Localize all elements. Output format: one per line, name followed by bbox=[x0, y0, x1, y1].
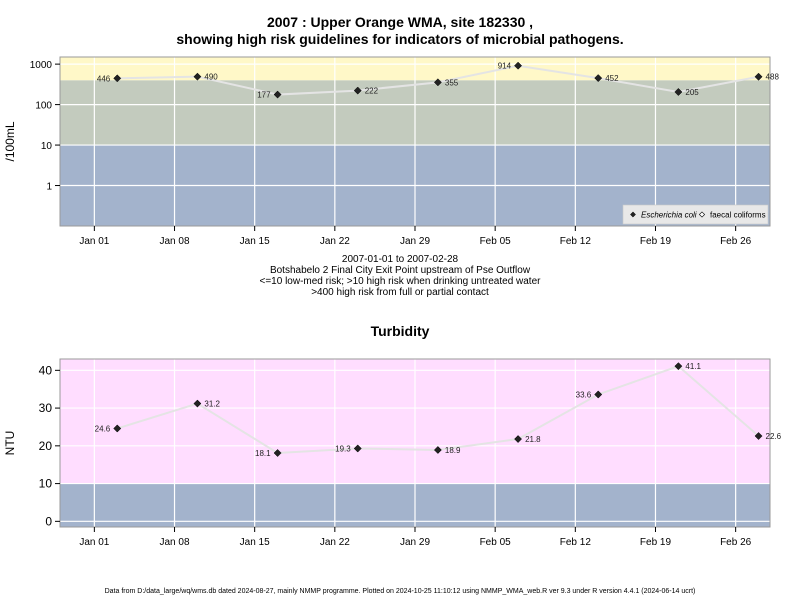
x-tick-label-8: Feb 19 bbox=[640, 236, 672, 247]
y-tick-label-2: 10 bbox=[41, 141, 53, 152]
data-point-5 bbox=[433, 78, 442, 87]
y-axis-title: NTU bbox=[3, 431, 17, 456]
data-label-4: 19.3 bbox=[335, 444, 351, 453]
data-point-2 bbox=[193, 72, 202, 81]
legend-marker-faecal-coliforms bbox=[698, 211, 706, 218]
caption-site-name: Botshabelo 2 Final City Exit Point upstr… bbox=[269, 265, 531, 276]
data-point-1 bbox=[113, 424, 122, 433]
chart-title-line-2: showing high risk guidelines for indicat… bbox=[176, 31, 624, 47]
turbidity-title: Turbidity bbox=[370, 323, 430, 339]
caption-risk-drinking: <=10 low-med risk; >10 high risk when dr… bbox=[259, 276, 541, 287]
y-tick-label-1: 1 bbox=[46, 182, 52, 193]
y-tick-label-2: 10 bbox=[39, 477, 53, 491]
x-tick-label-2: Jan 08 bbox=[160, 236, 190, 247]
legend-label-escherichia-coli: Escherichia coli bbox=[641, 211, 697, 220]
data-point-6 bbox=[514, 435, 523, 443]
x-tick-label-3: Jan 15 bbox=[240, 537, 270, 548]
data-point-9 bbox=[754, 72, 763, 81]
data-label-7: 452 bbox=[605, 74, 619, 83]
x-tick-label-5: Jan 29 bbox=[400, 537, 430, 548]
data-point-7 bbox=[594, 74, 603, 83]
data-label-3: 177 bbox=[257, 91, 271, 100]
y-tick-label-5: 40 bbox=[39, 363, 53, 377]
data-point-7 bbox=[594, 390, 603, 399]
y-tick-label-3: 100 bbox=[35, 101, 52, 112]
x-tick-label-8: Feb 19 bbox=[640, 537, 672, 548]
data-point-5 bbox=[433, 446, 442, 454]
data-label-6: 914 bbox=[498, 62, 512, 71]
caption-date-range: 2007-01-01 to 2007-02-28 bbox=[341, 254, 459, 265]
x-tick-label-6: Feb 05 bbox=[480, 537, 512, 548]
y-tick-label-3: 20 bbox=[39, 439, 53, 453]
y-axis-title: /100mL bbox=[3, 121, 17, 161]
data-label-2: 31.2 bbox=[204, 400, 220, 409]
data-label-8: 41.1 bbox=[685, 362, 701, 371]
data-point-6 bbox=[514, 61, 523, 70]
data-label-5: 355 bbox=[445, 78, 459, 87]
caption-risk-contact: >400 high risk from full or partial cont… bbox=[311, 287, 489, 298]
legend-box bbox=[622, 204, 769, 225]
data-point-1 bbox=[113, 74, 122, 83]
x-tick-label-7: Feb 12 bbox=[560, 236, 592, 247]
x-tick-label-1: Jan 01 bbox=[79, 236, 109, 247]
data-point-8 bbox=[674, 88, 683, 96]
data-label-4: 222 bbox=[365, 87, 379, 96]
data-point-4 bbox=[353, 86, 362, 95]
data-point-2 bbox=[193, 399, 202, 408]
y-tick-label-4: 30 bbox=[39, 401, 53, 415]
data-label-9: 488 bbox=[766, 73, 780, 82]
data-label-5: 18.9 bbox=[445, 446, 461, 455]
data-label-1: 24.6 bbox=[95, 424, 111, 433]
data-point-3 bbox=[273, 90, 282, 99]
y-tick-label-1: 0 bbox=[45, 514, 52, 528]
data-point-4 bbox=[353, 444, 362, 453]
data-point-3 bbox=[273, 449, 282, 457]
x-tick-label-2: Jan 08 bbox=[160, 537, 190, 548]
x-tick-label-9: Feb 26 bbox=[720, 236, 752, 247]
x-tick-label-1: Jan 01 bbox=[79, 537, 109, 548]
data-label-8: 205 bbox=[685, 88, 699, 97]
x-tick-label-4: Jan 22 bbox=[320, 537, 350, 548]
data-label-9: 22.6 bbox=[766, 432, 782, 441]
legend-label-faecal-coliforms: faecal coliforms bbox=[710, 211, 766, 220]
x-tick-label-9: Feb 26 bbox=[720, 537, 752, 548]
data-label-3: 18.1 bbox=[255, 449, 271, 458]
data-label-6: 21.8 bbox=[525, 435, 541, 444]
data-label-2: 490 bbox=[204, 73, 218, 82]
x-tick-label-4: Jan 22 bbox=[320, 236, 350, 247]
legend-marker-escherichia-coli bbox=[630, 211, 636, 218]
chart-title-line-1: 2007 : Upper Orange WMA, site 182330 , bbox=[266, 14, 534, 30]
x-tick-label-7: Feb 12 bbox=[560, 537, 592, 548]
data-point-9 bbox=[754, 432, 763, 440]
footer-note: Data from D:/data_large/wq/wms.db dated … bbox=[104, 588, 696, 595]
y-tick-label-4: 1000 bbox=[30, 60, 53, 71]
data-label-1: 446 bbox=[97, 74, 111, 83]
data-label-7: 33.6 bbox=[576, 390, 592, 399]
x-tick-label-5: Jan 29 bbox=[400, 236, 430, 247]
data-point-8 bbox=[674, 362, 683, 371]
x-tick-label-6: Feb 05 bbox=[480, 236, 512, 247]
x-tick-label-3: Jan 15 bbox=[240, 236, 270, 247]
